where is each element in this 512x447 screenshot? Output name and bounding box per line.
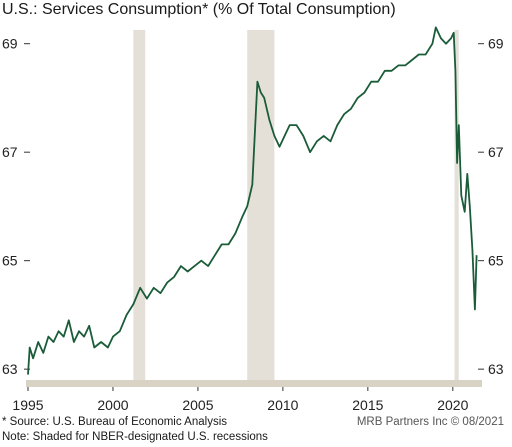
recession-shade-1 xyxy=(247,30,275,380)
x-tick-label: 2005 xyxy=(182,397,213,413)
x-axis-ticks: 1995 2000 2005 2010 2015 2020 xyxy=(12,387,469,413)
source-note: * Source: U.S. Bureau of Economic Analys… xyxy=(2,416,227,428)
y-tick-label-right: 63 xyxy=(488,361,504,377)
x-axis-band xyxy=(26,380,482,387)
recession-shade-0 xyxy=(133,30,146,380)
series-line xyxy=(27,26,478,375)
x-tick-label: 2000 xyxy=(97,397,128,413)
y-axis-right-ticks: 63 65 67 69 xyxy=(478,36,504,377)
y-tick-label-right: 65 xyxy=(488,253,504,269)
y-tick-label-left: 65 xyxy=(2,253,18,269)
y-tick-label-right: 69 xyxy=(488,36,504,52)
y-tick-label-left: 63 xyxy=(2,361,18,377)
y-tick-label-left: 67 xyxy=(2,144,18,160)
x-tick-label: 1995 xyxy=(12,397,43,413)
recession-shading-group xyxy=(133,30,459,380)
x-tick-label: 2020 xyxy=(437,397,468,413)
x-tick-label: 2015 xyxy=(352,397,383,413)
y-tick-label-left: 69 xyxy=(2,36,18,52)
recession-shade-2 xyxy=(454,30,459,380)
credit-text: MRB Partners Inc © 08/2021 xyxy=(356,416,504,428)
recession-note: Note: Shaded for NBER-designated U.S. re… xyxy=(2,431,268,443)
y-tick-label-right: 67 xyxy=(488,144,504,160)
chart-title: U.S.: Services Consumption* (% Of Total … xyxy=(2,1,396,18)
y-axis-left-ticks: 63 65 67 69 xyxy=(2,36,30,377)
x-tick-label: 2010 xyxy=(267,397,298,413)
